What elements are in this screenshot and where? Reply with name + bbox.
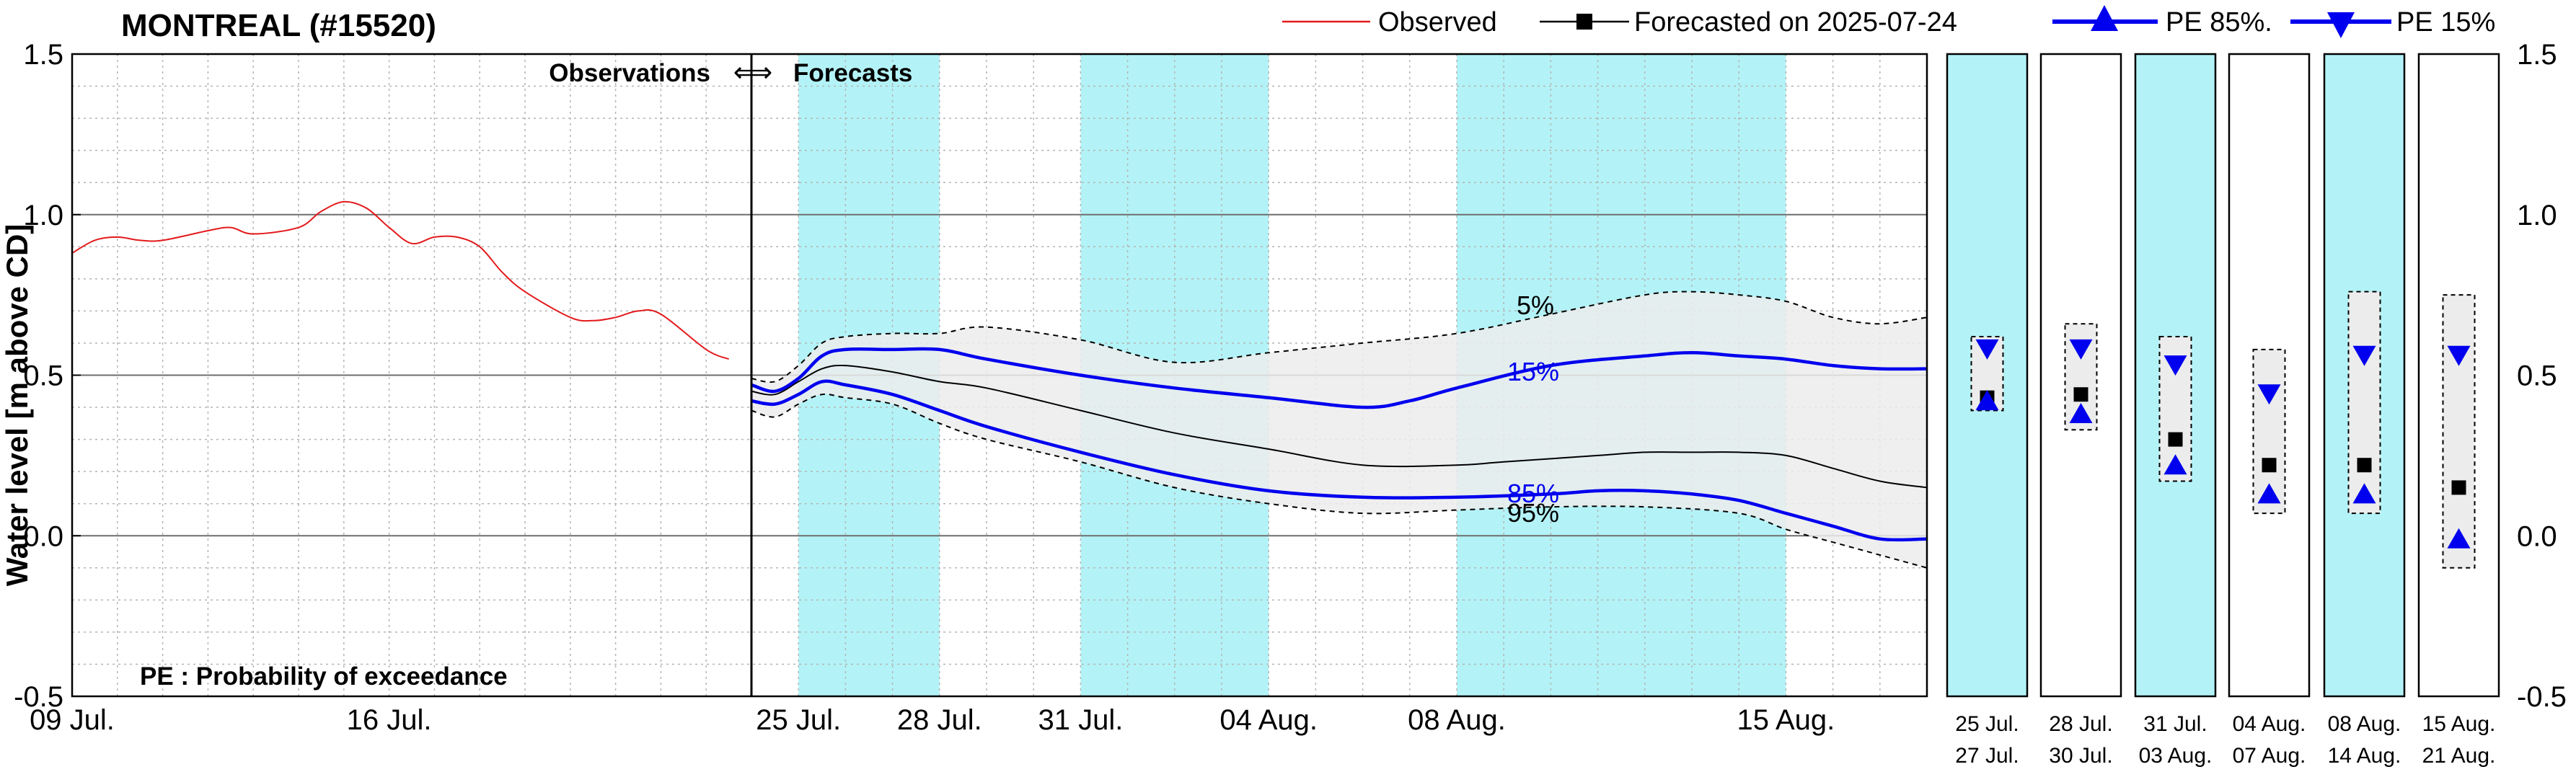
pe-15-line [751, 347, 1928, 409]
pe-95-line [751, 393, 1928, 569]
panel-median-marker [2262, 458, 2277, 473]
forecast-median-line [751, 364, 1928, 489]
pe-5-line [751, 290, 1928, 383]
panel-end-label: 14 Aug. [2328, 744, 2401, 768]
x-tick-label: 16 Jul. [347, 704, 432, 736]
panel-pe85-marker [2163, 454, 2187, 475]
weekly-panel-5: 15 Aug. 21 Aug. [2417, 53, 2500, 768]
panel-pe15-marker [2352, 345, 2376, 366]
panel-pe85-marker [1975, 390, 1999, 411]
legend-observed-label: Observed [1378, 7, 1497, 37]
axes: -0.5 -0.5 0.0 0.0 0.5 0.5 1.0 1.0 1.5 1.5 09 Jul. 1… [14, 39, 2567, 736]
pe-85-line [751, 379, 1928, 542]
panel-pe15-marker [2447, 345, 2471, 366]
forecasts-label: Forecasts [793, 59, 912, 87]
panel-start-label: 04 Aug. [2233, 712, 2306, 736]
y-tick-label-right: 0.5 [2517, 360, 2557, 392]
panel-pe15-marker [2163, 355, 2187, 376]
panel-pe15-marker [1975, 339, 1999, 360]
chart-title: MONTREAL (#15520) [121, 8, 436, 43]
panel-start-label: 31 Jul. [2143, 712, 2207, 736]
y-tick-label-right: 0.0 [2517, 520, 2557, 552]
panel-pe85-marker [2352, 483, 2376, 504]
weekly-panel-4: 08 Aug. 14 Aug. [2323, 53, 2406, 768]
pe-note: PE : Probability of exceedance [140, 662, 508, 691]
panel-range-box [2347, 290, 2381, 515]
y-tick-label-left: 0.5 [23, 360, 63, 392]
y-tick-label-left: 1.5 [23, 39, 63, 71]
x-tick-label: 09 Jul. [30, 704, 115, 736]
x-tick-label: 04 Aug. [1219, 704, 1318, 736]
panel-pe85-marker [2069, 402, 2093, 423]
panel-start-label: 25 Jul. [1955, 712, 2019, 736]
weekly-panel-0: 25 Jul. 27 Jul. [1946, 53, 2029, 768]
weekly-panel-1: 28 Jul. 30 Jul. [2039, 53, 2122, 768]
label-pe-15: 15% [1507, 357, 1559, 386]
panel-median-marker [2073, 387, 2088, 402]
y-tick-label-right: -0.5 [2517, 681, 2567, 713]
series-lines [71, 200, 1928, 542]
weekly-panels: 25 Jul. 27 Jul. 28 Jul. 30 Jul. 31 Jul. 03 Au… [1946, 53, 2500, 768]
panel-median-marker [2168, 432, 2183, 447]
panel-pe15-marker [2257, 384, 2281, 405]
legend-forecast-label: Forecasted on 2025-07-24 [1634, 7, 1957, 37]
uncertainty-band-area [751, 291, 1927, 568]
x-tick-label: 25 Jul. [756, 704, 841, 736]
panel-end-label: 07 Aug. [2233, 744, 2306, 768]
panel-pe85-marker [2447, 528, 2471, 549]
legend: Observed Forecasted on 2025-07-24 PE 85%… [1282, 5, 2495, 38]
observations-label: Observations [549, 59, 710, 87]
legend-pe85-label: PE 85%. [2166, 7, 2272, 37]
label-pe-85: 85% [1507, 479, 1559, 508]
panel-pe85-marker [2257, 483, 2281, 504]
x-tick-label: 08 Aug. [1408, 704, 1506, 736]
label-pe-95: 95% [1507, 498, 1559, 528]
weekly-panel-2: 31 Jul. 03 Aug. [2134, 53, 2217, 768]
y-tick-label-right: 1.0 [2517, 200, 2557, 231]
panel-end-label: 27 Jul. [1955, 744, 2019, 768]
panel-start-label: 08 Aug. [2328, 712, 2401, 736]
panel-median-marker [2357, 458, 2372, 473]
y-tick-label-left: 1.0 [23, 200, 63, 231]
panel-range-box [2442, 294, 2476, 569]
panel-pe15-marker [2069, 339, 2093, 360]
panel-end-label: 21 Aug. [2422, 744, 2496, 768]
obs-forecast-arrow: ⟺ [733, 58, 772, 88]
legend-pe85-marker [2091, 5, 2118, 31]
x-tick-label: 28 Jul. [897, 704, 982, 736]
y-tick-label-right: 1.5 [2517, 39, 2557, 71]
panel-start-label: 28 Jul. [2049, 712, 2112, 736]
uncertainty-band [751, 290, 1928, 569]
y-tick-label-left: -0.5 [14, 681, 63, 713]
x-tick-label: 15 Aug. [1737, 704, 1835, 736]
legend-pe15-marker [2327, 12, 2355, 38]
x-tick-label: 31 Jul. [1038, 704, 1123, 736]
y-tick-label-left: 0.0 [23, 520, 63, 552]
panel-median-marker [2451, 480, 2466, 495]
legend-pe15-label: PE 15% [2396, 7, 2495, 37]
weekly-panel-3: 04 Aug. 07 Aug. [2228, 53, 2311, 768]
panel-end-label: 03 Aug. [2139, 744, 2213, 768]
observed-line [71, 200, 729, 360]
panel-end-label: 30 Jul. [2049, 744, 2112, 768]
y-axis-label: Water level [m above CD] [0, 224, 34, 587]
panel-start-label: 15 Aug. [2422, 712, 2496, 736]
legend-forecast-marker [1576, 14, 1592, 30]
label-pe-5: 5% [1517, 290, 1554, 320]
